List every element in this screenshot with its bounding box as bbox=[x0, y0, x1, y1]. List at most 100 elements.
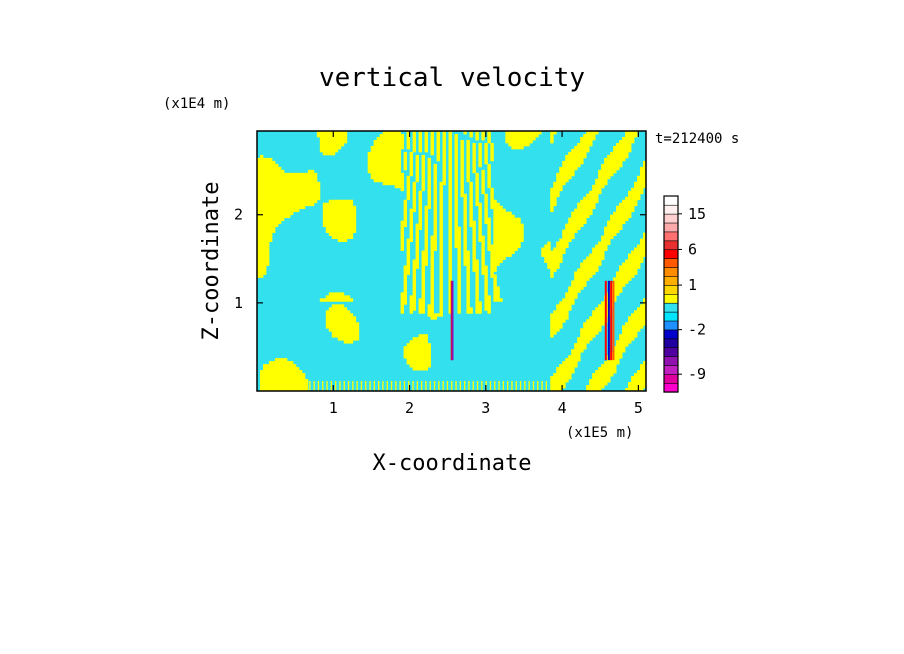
surface-spike bbox=[347, 381, 350, 391]
positive-band bbox=[634, 181, 646, 186]
positive-band bbox=[424, 133, 428, 138]
positive-band bbox=[457, 253, 461, 257]
positive-band bbox=[307, 169, 315, 174]
positive-band bbox=[343, 340, 354, 344]
positive-band bbox=[616, 340, 632, 344]
positive-band bbox=[550, 196, 557, 201]
positive-band bbox=[556, 241, 569, 245]
positive-band bbox=[634, 184, 646, 189]
colorbar-segment bbox=[663, 240, 679, 251]
positive-band bbox=[448, 271, 452, 275]
positive-band bbox=[460, 160, 464, 165]
surface-spike bbox=[541, 381, 543, 391]
positive-band bbox=[412, 133, 416, 138]
positive-band bbox=[418, 145, 422, 150]
positive-band bbox=[463, 238, 467, 242]
positive-band bbox=[493, 283, 497, 287]
positive-band bbox=[577, 142, 593, 147]
positive-band bbox=[421, 280, 425, 284]
y-tick-label: 1 bbox=[234, 294, 243, 312]
positive-band bbox=[433, 211, 437, 216]
positive-band bbox=[421, 253, 428, 257]
positive-band bbox=[257, 256, 270, 260]
positive-band bbox=[406, 244, 411, 248]
positive-band bbox=[559, 238, 572, 242]
positive-band bbox=[460, 151, 464, 156]
plot-frame bbox=[256, 130, 647, 392]
positive-band bbox=[400, 292, 408, 296]
positive-band bbox=[319, 136, 348, 141]
positive-band bbox=[553, 184, 563, 189]
positive-band bbox=[472, 229, 476, 234]
positive-band bbox=[319, 298, 354, 302]
positive-band bbox=[442, 131, 446, 135]
positive-band bbox=[412, 184, 416, 189]
positive-band bbox=[406, 253, 411, 257]
colorbar-segment bbox=[663, 266, 679, 277]
positive-band bbox=[475, 310, 482, 314]
positive-band bbox=[454, 232, 461, 236]
positive-band bbox=[403, 208, 408, 213]
positive-band bbox=[490, 265, 497, 269]
positive-band bbox=[415, 256, 419, 260]
positive-band bbox=[430, 131, 434, 135]
positive-band bbox=[481, 244, 485, 248]
positive-band bbox=[457, 289, 461, 293]
positive-band bbox=[367, 160, 402, 165]
positive-band bbox=[592, 310, 611, 314]
positive-band bbox=[598, 169, 617, 174]
positive-band bbox=[415, 154, 419, 159]
positive-band bbox=[622, 331, 638, 335]
positive-band bbox=[430, 274, 434, 278]
positive-band bbox=[442, 133, 446, 138]
positive-band bbox=[370, 172, 405, 177]
positive-band bbox=[610, 286, 623, 290]
positive-band bbox=[565, 295, 578, 299]
positive-band bbox=[403, 199, 408, 204]
positive-band bbox=[373, 139, 405, 144]
positive-band bbox=[328, 232, 354, 236]
positive-band bbox=[643, 298, 646, 302]
positive-band bbox=[466, 274, 470, 278]
positive-band bbox=[257, 232, 273, 236]
positive-band bbox=[457, 277, 461, 281]
positive-band bbox=[406, 131, 411, 135]
positive-band bbox=[556, 244, 569, 248]
positive-band bbox=[415, 163, 419, 168]
positive-band bbox=[541, 253, 563, 257]
positive-band bbox=[448, 265, 452, 269]
positive-band bbox=[571, 349, 584, 353]
positive-band bbox=[427, 160, 431, 165]
positive-band bbox=[412, 199, 416, 204]
positive-band bbox=[430, 277, 434, 281]
positive-band bbox=[487, 238, 491, 242]
positive-band bbox=[640, 238, 646, 242]
positive-band bbox=[442, 145, 446, 150]
positive-band bbox=[469, 214, 473, 219]
positive-band bbox=[439, 301, 443, 305]
colorbar-segment bbox=[663, 249, 679, 259]
positive-band bbox=[493, 241, 521, 245]
positive-band bbox=[469, 217, 473, 222]
positive-band bbox=[604, 157, 626, 162]
positive-band bbox=[463, 253, 470, 257]
positive-band bbox=[475, 199, 479, 204]
positive-band bbox=[610, 151, 629, 156]
positive-band bbox=[424, 136, 428, 141]
positive-band bbox=[598, 241, 611, 245]
surface-spike bbox=[438, 381, 440, 391]
positive-band bbox=[448, 154, 452, 159]
positive-band bbox=[421, 283, 425, 287]
positive-band bbox=[466, 289, 470, 293]
positive-band bbox=[421, 169, 425, 174]
positive-band bbox=[409, 310, 413, 314]
positive-band bbox=[628, 256, 644, 260]
positive-band bbox=[403, 163, 408, 168]
positive-band bbox=[490, 262, 500, 266]
positive-band bbox=[463, 247, 467, 251]
positive-band bbox=[640, 172, 646, 177]
positive-band bbox=[433, 166, 437, 171]
positive-band bbox=[379, 133, 405, 138]
positive-band bbox=[493, 229, 524, 234]
positive-band bbox=[406, 259, 411, 263]
